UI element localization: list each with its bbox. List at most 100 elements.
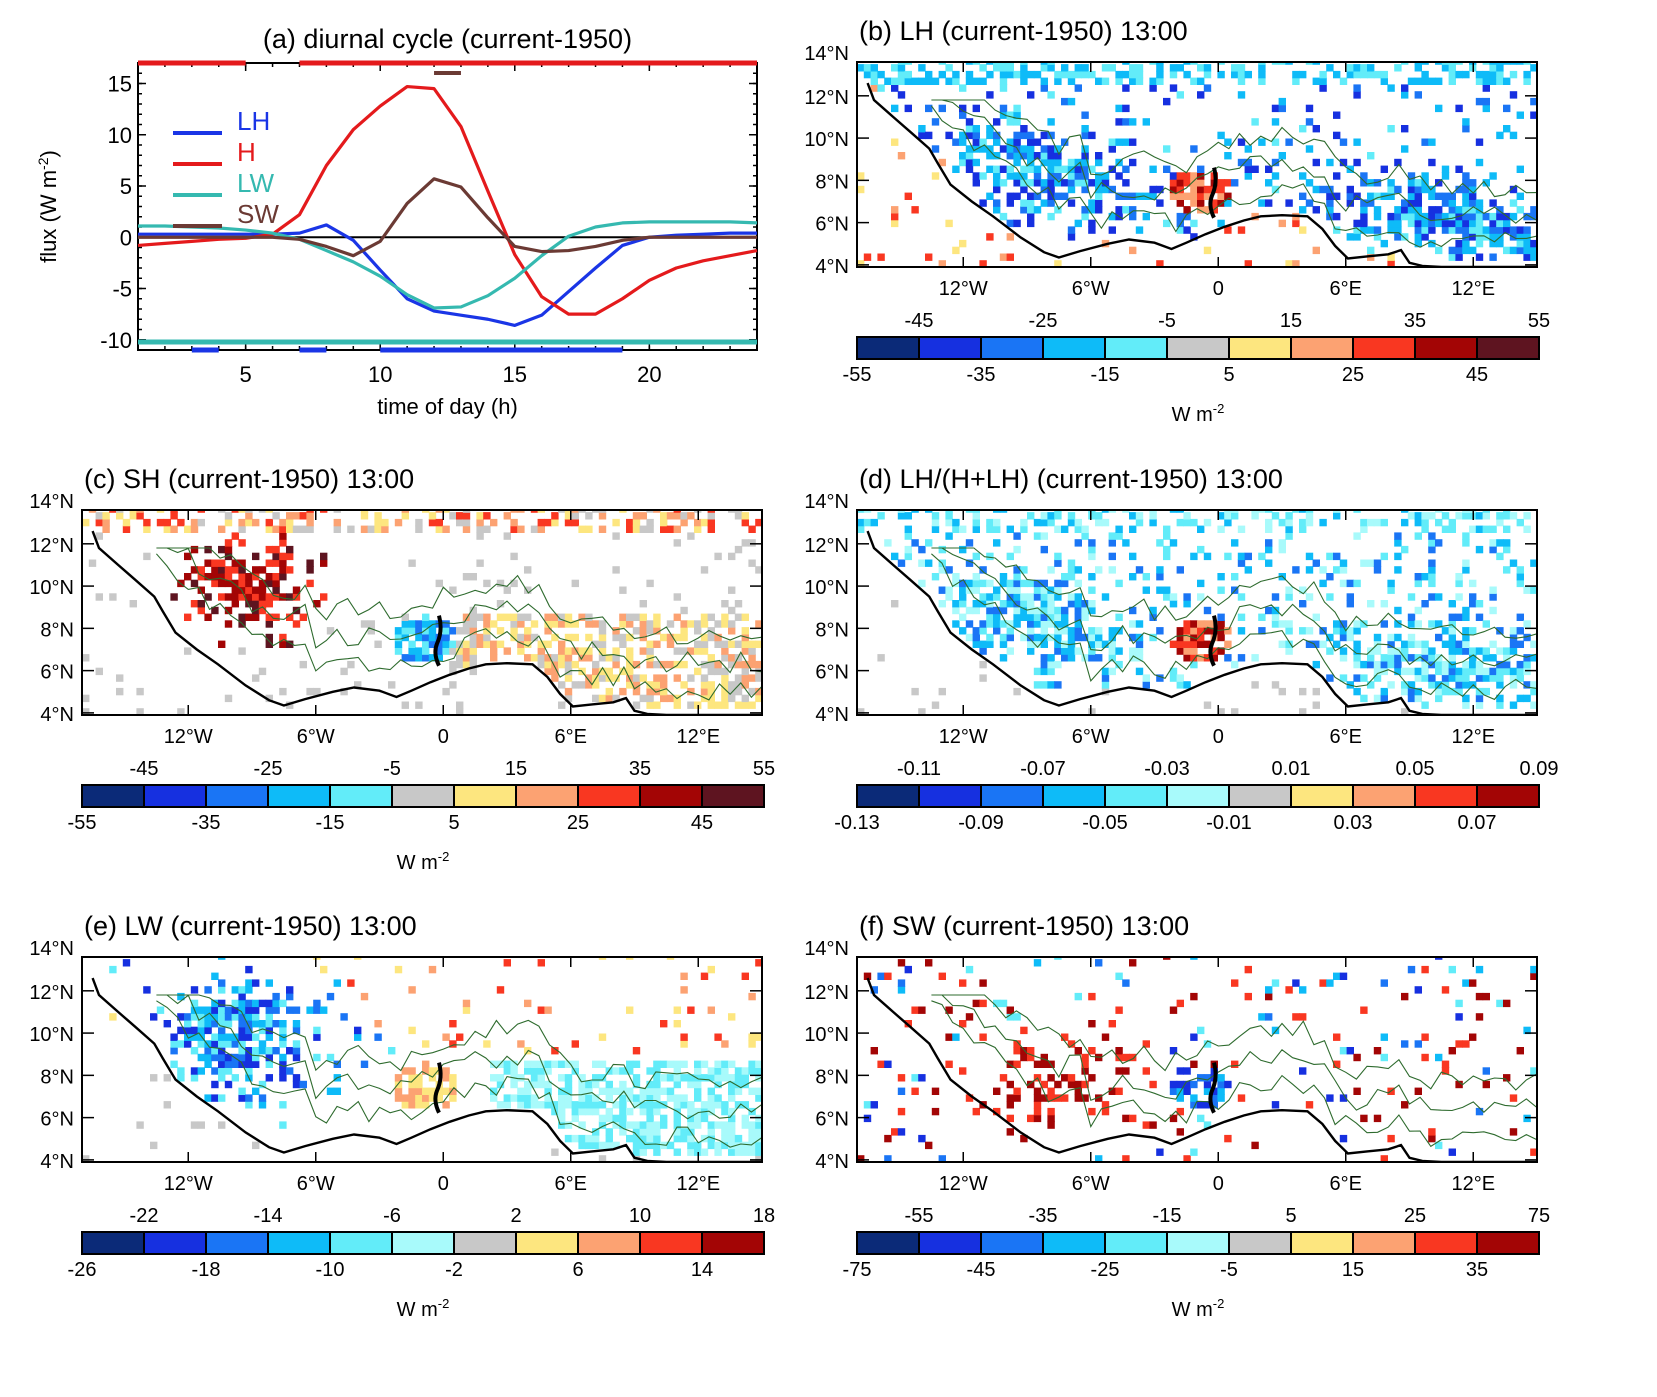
field-cell bbox=[476, 633, 484, 642]
field-cell bbox=[1265, 165, 1273, 173]
field-cell bbox=[700, 518, 709, 527]
field-cell bbox=[1020, 206, 1028, 214]
field-cell bbox=[1299, 586, 1307, 594]
field-cell bbox=[728, 1080, 736, 1089]
field-cell bbox=[748, 1134, 756, 1143]
field-cell bbox=[931, 172, 940, 180]
field-cell bbox=[911, 539, 919, 547]
field-cell bbox=[1448, 199, 1456, 207]
field-cell bbox=[1088, 510, 1096, 513]
field-cell bbox=[660, 1087, 668, 1095]
field-cell bbox=[231, 999, 239, 1008]
field-cell bbox=[1462, 118, 1470, 126]
field-cell bbox=[972, 606, 980, 615]
field-cell bbox=[190, 545, 199, 554]
field-cell bbox=[1183, 206, 1191, 214]
field-cell bbox=[632, 1074, 641, 1082]
field-cell bbox=[870, 70, 878, 79]
field-cell bbox=[1217, 185, 1225, 194]
field-cell bbox=[1033, 206, 1042, 214]
field-cell bbox=[1129, 70, 1137, 79]
field-cell bbox=[707, 510, 715, 513]
field-cell bbox=[109, 510, 117, 513]
field-cell bbox=[1169, 1087, 1178, 1095]
field-cell bbox=[1530, 640, 1537, 648]
field-cell bbox=[1462, 185, 1470, 194]
field-cell bbox=[945, 1006, 953, 1014]
field-cell bbox=[1054, 620, 1062, 628]
field-cell bbox=[700, 674, 709, 682]
field-cell bbox=[1503, 654, 1511, 662]
field-cell bbox=[1054, 606, 1062, 615]
field-cell bbox=[204, 613, 212, 621]
field-cell bbox=[1285, 640, 1293, 648]
field-cell bbox=[748, 687, 756, 696]
field-cell bbox=[1421, 212, 1429, 221]
field-cell bbox=[680, 1094, 688, 1102]
field-cell bbox=[1339, 1047, 1348, 1055]
field-cell bbox=[1088, 165, 1096, 173]
field-cell bbox=[1346, 1047, 1354, 1055]
field-cell bbox=[653, 1107, 661, 1116]
field-cell bbox=[1190, 620, 1198, 628]
field-cell bbox=[1088, 606, 1096, 615]
field-cell bbox=[1088, 586, 1096, 594]
field-cell bbox=[1509, 1094, 1518, 1102]
field-cell bbox=[660, 633, 668, 642]
field-cell bbox=[170, 510, 178, 513]
field-cell bbox=[252, 979, 260, 987]
field-cell bbox=[1265, 179, 1273, 187]
field-cell bbox=[1115, 104, 1123, 113]
field-cell bbox=[1033, 1094, 1042, 1102]
field-cell bbox=[265, 593, 273, 601]
field-cell bbox=[224, 512, 233, 520]
field-cell bbox=[1088, 539, 1096, 547]
colorbar-upper-label: -5 bbox=[383, 758, 401, 780]
field-cell bbox=[755, 1121, 762, 1129]
field-cell bbox=[925, 559, 933, 567]
field-cell bbox=[483, 1040, 491, 1048]
field-cell bbox=[1394, 620, 1402, 628]
field-cell bbox=[1020, 518, 1028, 527]
field-cell bbox=[1013, 1094, 1021, 1102]
field-cell bbox=[483, 620, 491, 628]
field-cell bbox=[469, 573, 477, 581]
field-cell bbox=[272, 559, 280, 567]
field-cell bbox=[564, 510, 573, 513]
field-cell bbox=[748, 674, 756, 682]
field-cell bbox=[1516, 674, 1524, 682]
field-cell bbox=[503, 512, 511, 520]
field-cell bbox=[1469, 654, 1477, 662]
field-cell bbox=[714, 1033, 722, 1041]
field-cell bbox=[1496, 70, 1504, 79]
field-cell bbox=[1040, 145, 1048, 153]
field-cell bbox=[571, 1101, 579, 1109]
field-cell bbox=[1183, 1067, 1191, 1075]
field-cell bbox=[1237, 138, 1246, 146]
field-cell bbox=[279, 552, 287, 561]
field-cell bbox=[945, 1033, 953, 1041]
field-cell bbox=[1040, 1060, 1048, 1068]
field-cell bbox=[1380, 77, 1388, 85]
field-cell bbox=[394, 640, 403, 648]
field-cell bbox=[999, 573, 1008, 581]
field-cell bbox=[755, 660, 762, 669]
field-cell bbox=[245, 1094, 253, 1102]
field-cell bbox=[748, 1148, 756, 1156]
colorbar: -55 -35 -15 5 25 75-75 -45 -25 -5 15 35W m-2 bbox=[843, 1205, 1551, 1321]
field-cell bbox=[245, 1053, 253, 1062]
field-cell bbox=[1333, 226, 1341, 234]
field-cell bbox=[1224, 518, 1232, 527]
field-cell bbox=[673, 647, 681, 655]
field-cell bbox=[1530, 253, 1537, 261]
vegetation-contour bbox=[156, 994, 762, 1148]
field-cell bbox=[197, 606, 205, 615]
field-cell bbox=[435, 518, 443, 527]
field-cell bbox=[1203, 192, 1212, 200]
field-cell bbox=[598, 674, 607, 682]
field-cell bbox=[116, 687, 124, 696]
field-cell bbox=[1462, 640, 1470, 648]
field-cell bbox=[1074, 84, 1082, 92]
field-cell bbox=[1135, 667, 1144, 676]
field-cell bbox=[544, 613, 552, 621]
